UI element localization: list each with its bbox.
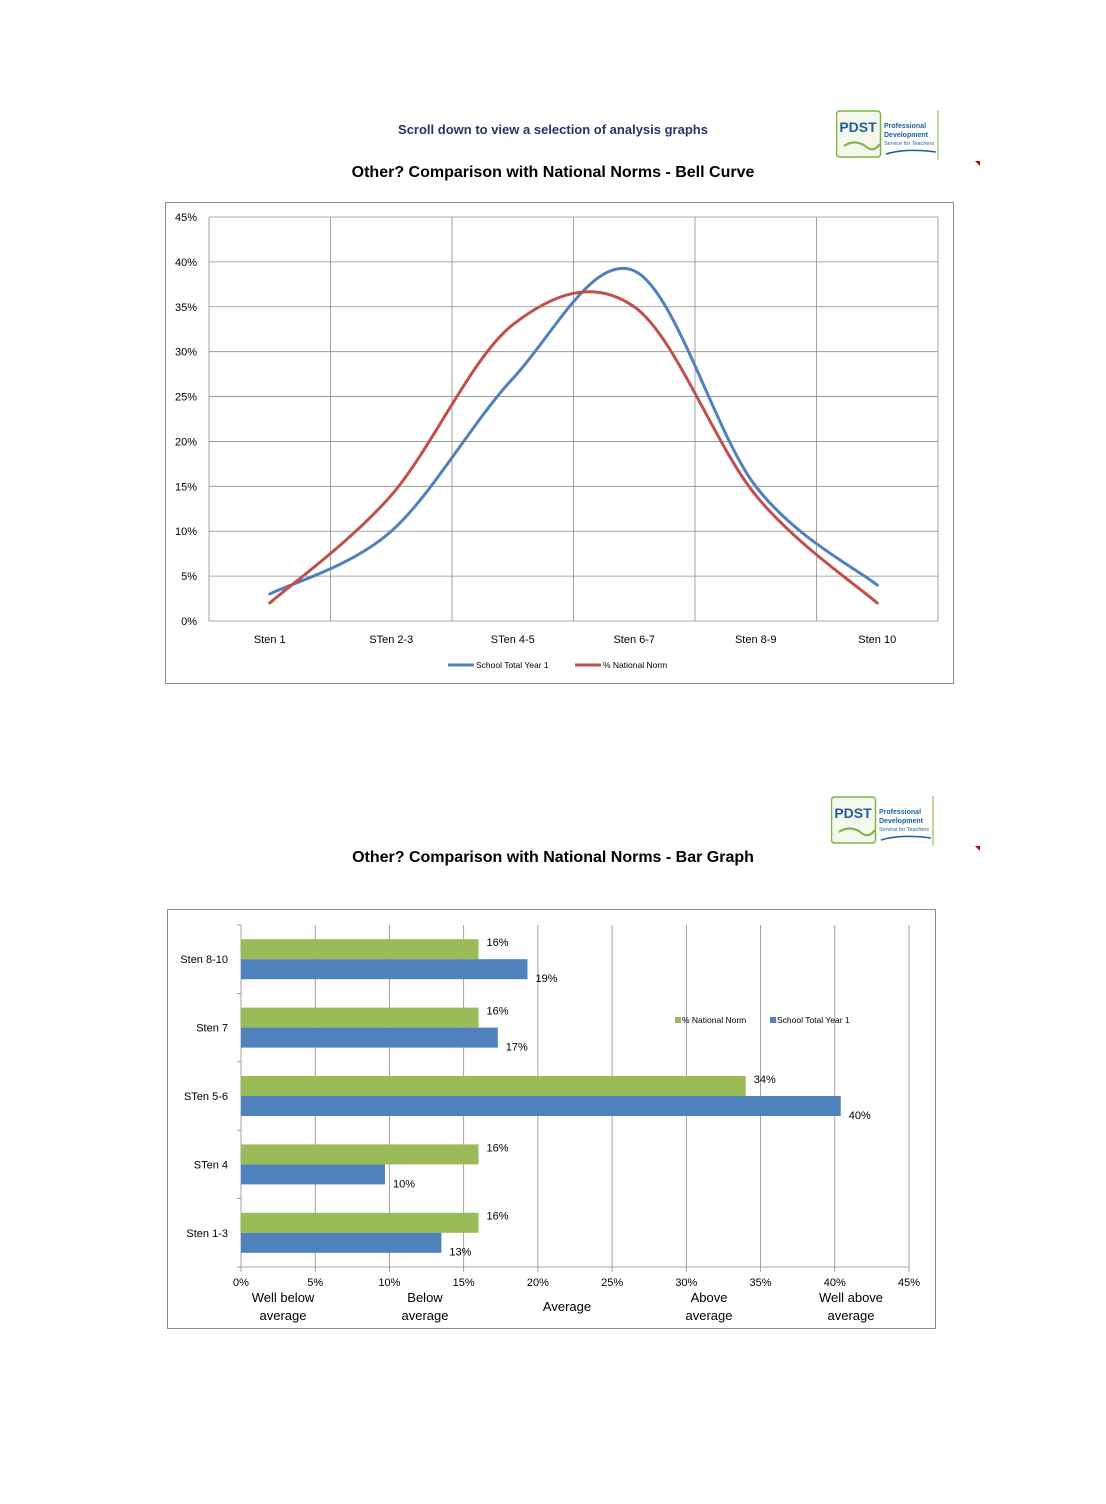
x-tick-label: 40% <box>824 1277 846 1289</box>
x-tick-label: 30% <box>675 1277 697 1289</box>
y-tick-label: STen 4 <box>194 1159 228 1171</box>
legend-label: % National Norm <box>682 1015 746 1025</box>
scroll-note: Scroll down to view a selection of analy… <box>398 122 708 137</box>
line-chart-frame: 0% 5% 10% 15% 20% 25% 30% 35% 40% 45% Sten 1 STen 2… <box>165 202 954 684</box>
band-label: Average <box>543 1299 591 1314</box>
bar-national <box>241 1076 746 1096</box>
x-tick-label: 15% <box>453 1277 475 1289</box>
y-tick-label: 5% <box>181 571 197 583</box>
logo-line2: Development <box>884 132 929 139</box>
data-label: 16% <box>487 1142 509 1154</box>
y-tick-label: 25% <box>175 392 197 404</box>
bar-school <box>241 1027 498 1048</box>
y-tick-label: 30% <box>175 347 197 359</box>
y-tick-label: 45% <box>175 212 197 224</box>
data-label: 17% <box>506 1042 528 1054</box>
data-label: 10% <box>393 1178 415 1190</box>
x-tick-label: Sten 10 <box>858 634 896 646</box>
data-label: 40% <box>849 1110 871 1122</box>
data-label: 13% <box>449 1247 471 1259</box>
data-label: 19% <box>535 973 557 985</box>
x-tick-label: 35% <box>750 1277 772 1289</box>
y-tick-label: Sten 8-10 <box>180 954 228 966</box>
logo-mark: PDST <box>839 119 877 135</box>
bar-national <box>241 1007 479 1028</box>
bar-school <box>241 1232 442 1253</box>
bar-national <box>241 1144 479 1165</box>
bar-national <box>241 1212 479 1233</box>
legend-label: % National Norm <box>603 660 667 670</box>
band-label: Below average <box>402 1290 449 1323</box>
bar-chart-frame: 0% 5% 10% 15% 20% 25% 30% 35% 40% 45% Sten 8-10 16%… <box>167 909 936 1329</box>
x-tick-label: Sten 6-7 <box>613 634 655 646</box>
band-label: Well above average <box>819 1290 883 1323</box>
x-tick-label: 10% <box>378 1277 400 1289</box>
y-tick-label: Sten 7 <box>196 1023 228 1035</box>
y-tick-label: 40% <box>175 257 197 269</box>
y-tick-label: 35% <box>175 302 197 314</box>
logo-line1: Professional <box>884 123 926 130</box>
band-label: Well below average <box>252 1290 315 1323</box>
legend-swatch <box>675 1017 681 1023</box>
x-tick-label: 5% <box>307 1277 323 1289</box>
line-chart: 0% 5% 10% 15% 20% 25% 30% 35% 40% 45% Sten 1 STen 2… <box>175 212 939 670</box>
x-tick-label: 20% <box>527 1277 549 1289</box>
logo-line1: Professional <box>879 809 921 816</box>
x-tick-label: 45% <box>898 1277 920 1289</box>
logo-line3: Service for Teachers <box>879 827 929 833</box>
corner-marker-2 <box>975 846 980 851</box>
bar-chart: 0% 5% 10% 15% 20% 25% 30% 35% 40% 45% Sten 8-10 16%… <box>180 924 920 1323</box>
y-tick-label: STen 5-6 <box>184 1091 228 1103</box>
pdst-logo-2: PDST Professional Development Service fo… <box>831 794 935 848</box>
x-tick-label: Sten 8-9 <box>735 634 777 646</box>
bar-school <box>241 959 528 980</box>
band-label: Above average <box>686 1290 733 1323</box>
legend-swatch <box>770 1017 776 1023</box>
pdst-logo: PDST Professional Development Service fo… <box>836 108 940 162</box>
logo-line2: Development <box>879 818 924 825</box>
series-line-school <box>268 267 879 596</box>
x-tick-label: 0% <box>233 1277 249 1289</box>
y-tick-label: Sten 1-3 <box>186 1228 228 1240</box>
data-label: 16% <box>487 937 509 949</box>
data-label: 16% <box>487 1211 509 1223</box>
legend-label: School Total Year 1 <box>476 660 549 670</box>
line-chart-title: Other? Comparison with National Norms - … <box>351 164 755 181</box>
bar-school <box>241 1096 841 1116</box>
x-tick-label: STen 4-5 <box>491 634 535 646</box>
data-label: 16% <box>487 1006 509 1018</box>
y-tick-label: 15% <box>175 481 197 493</box>
logo-line3: Service for Teachers <box>884 141 934 147</box>
bar-school <box>241 1164 385 1185</box>
legend-label: School Total Year 1 <box>777 1015 850 1025</box>
x-tick-label: Sten 1 <box>254 634 286 646</box>
y-tick-label: 20% <box>175 436 197 448</box>
data-label: 34% <box>754 1074 776 1086</box>
x-tick-label: STen 2-3 <box>369 634 413 646</box>
y-tick-label: 0% <box>181 616 197 628</box>
bar-national <box>241 939 479 960</box>
series-line-national <box>268 290 879 605</box>
logo-mark: PDST <box>834 805 872 821</box>
y-tick-label: 10% <box>175 526 197 538</box>
corner-marker <box>975 161 980 166</box>
x-tick-label: 25% <box>601 1277 623 1289</box>
bar-chart-title: Other? Comparison with National Norms - … <box>352 849 754 866</box>
